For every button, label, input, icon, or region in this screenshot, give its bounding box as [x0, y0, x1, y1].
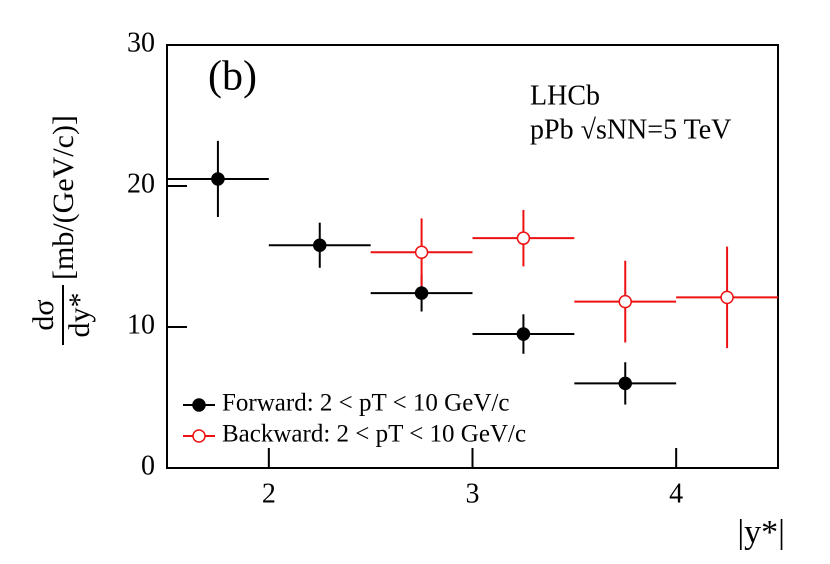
- data-point: [720, 290, 734, 305]
- data-point: [516, 327, 531, 341]
- experiment-label: LHCb: [530, 80, 600, 111]
- data-point: [414, 286, 429, 300]
- y-axis-label: dσ dy* [mb/(GeV/c)]: [27, 115, 96, 345]
- legend-label: Forward: 2 < pT < 10 GeV/c: [222, 390, 509, 417]
- y-label-denominator: dy*: [63, 293, 96, 338]
- legend-marker: [192, 429, 206, 443]
- data-point: [211, 172, 225, 186]
- x-axis-label: |y*|: [737, 514, 785, 551]
- data-point: [618, 376, 632, 391]
- data-point: [516, 231, 531, 245]
- data-point: [414, 245, 429, 260]
- y-label-unit: [mb/(GeV/c)]: [47, 115, 80, 280]
- y-tick-label: 30: [127, 27, 155, 58]
- x-tick-label: 2: [262, 478, 276, 509]
- legend-label: Backward: 2 < pT < 10 GeV/c: [222, 421, 526, 448]
- data-point: [618, 294, 632, 309]
- legend-marker: [192, 398, 206, 412]
- collision-label: pPb √sNN=5 TeV: [530, 114, 731, 145]
- y-tick-label: 20: [127, 168, 155, 199]
- data-point: [313, 238, 327, 252]
- y-tick-label: 0: [141, 450, 155, 481]
- y-label-numerator: dσ: [27, 299, 60, 330]
- y-tick-label: 10: [127, 309, 155, 340]
- panel-label: (b): [208, 54, 257, 100]
- x-tick-label: 3: [466, 478, 480, 509]
- x-tick-label: 4: [669, 478, 683, 509]
